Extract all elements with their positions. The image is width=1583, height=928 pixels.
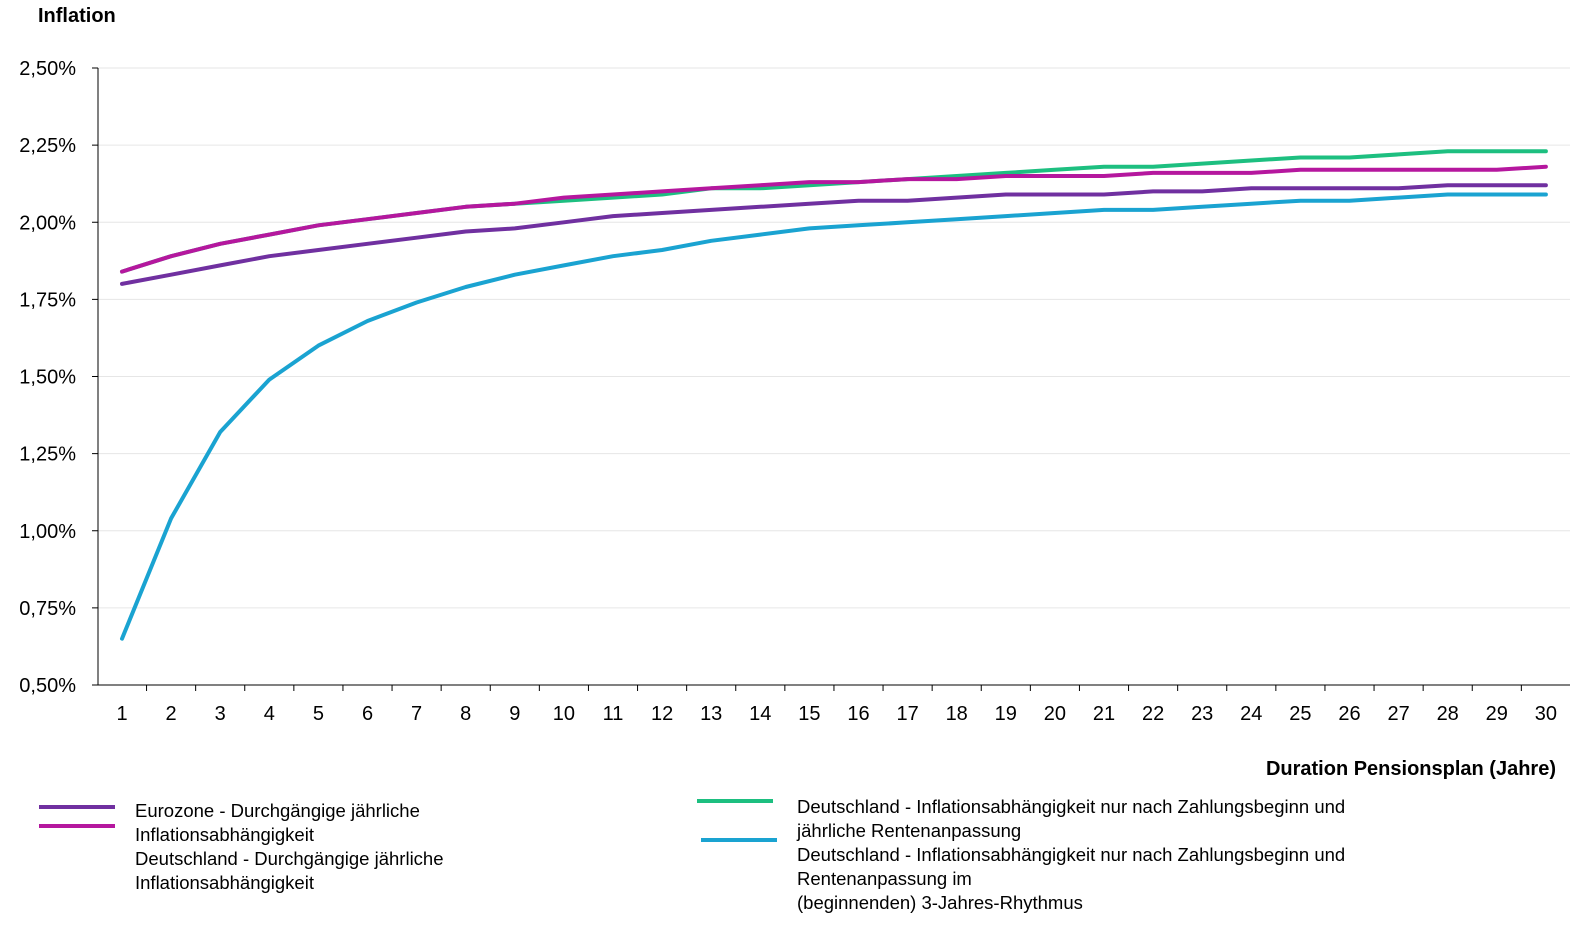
legend-swatch-deutschland-jaehrlich bbox=[697, 799, 773, 803]
axes bbox=[92, 67, 1570, 691]
legend-right-line-3: Deutschland - Inflationsabhängigkeit nur… bbox=[797, 844, 1346, 865]
x-tick-label: 30 bbox=[1535, 703, 1557, 725]
x-tick-label: 14 bbox=[749, 703, 771, 725]
legend-right-text: Deutschland - Inflationsabhängigkeit nur… bbox=[797, 795, 1345, 915]
legend-right-line-5: (beginnenden) 3-Jahres-Rhythmus bbox=[797, 892, 1083, 913]
x-tick-label: 26 bbox=[1338, 703, 1360, 725]
x-tick-label: 27 bbox=[1387, 703, 1409, 725]
x-tick-label: 12 bbox=[651, 703, 673, 725]
x-tick-label: 4 bbox=[264, 703, 275, 725]
y-axis-title: Inflation bbox=[38, 5, 116, 27]
y-tick-label: 1,00% bbox=[19, 521, 76, 543]
y-tick-label: 2,50% bbox=[19, 58, 76, 80]
x-tick-label: 22 bbox=[1142, 703, 1164, 725]
x-tick-label: 6 bbox=[362, 703, 373, 725]
x-tick-label: 16 bbox=[847, 703, 869, 725]
x-tick-label: 1 bbox=[116, 703, 127, 725]
legend-right-line-4: Rentenanpassung im bbox=[797, 868, 972, 889]
x-tick-label: 19 bbox=[995, 703, 1017, 725]
legend-swatch-deutschland-durchgaengig bbox=[39, 824, 115, 828]
x-axis-title: Duration Pensionsplan (Jahre) bbox=[1265, 758, 1556, 780]
x-tick-label: 15 bbox=[798, 703, 820, 725]
legend-left-line-2: Inflationsabhängigkeit bbox=[135, 824, 314, 845]
legend-right-line-2: jährliche Rentenanpassung bbox=[797, 820, 1022, 841]
x-tick-label: 9 bbox=[509, 703, 520, 725]
x-tick-labels: 1 2 3 4 5 6 7 8 9 10 11 12 13 14 15 16 17 18 19 20 21 22 23 24 2… bbox=[116, 703, 1557, 725]
x-tick-label: 7 bbox=[411, 703, 422, 725]
legend-swatch-deutschland-3-jahres bbox=[701, 838, 777, 842]
legend-left-line-3: Deutschland - Durchgängige jährliche bbox=[135, 848, 444, 869]
y-tick-label: 1,75% bbox=[19, 289, 76, 311]
series-line-4 bbox=[120, 192, 1548, 641]
y-tick-label: 2,25% bbox=[19, 135, 76, 157]
x-tick-label: 18 bbox=[946, 703, 968, 725]
legend-left-line-1: Eurozone - Durchgängige jährliche bbox=[135, 800, 420, 821]
x-tick-label: 2 bbox=[166, 703, 177, 725]
x-tick-label: 29 bbox=[1486, 703, 1508, 725]
x-tick-label: 23 bbox=[1191, 703, 1213, 725]
x-tick-label: 25 bbox=[1289, 703, 1311, 725]
legend-swatch-eurozone bbox=[39, 805, 115, 809]
x-tick-label: 8 bbox=[460, 703, 471, 725]
y-tick-labels: 0,50% 0,75% 1,00% 1,25% 1,50% 1,75% 2,00% 2,25%… bbox=[19, 58, 76, 697]
x-tick-label: 28 bbox=[1437, 703, 1459, 725]
legend-right-line-1: Deutschland - Inflationsabhängigkeit nur… bbox=[797, 796, 1346, 817]
y-tick-label: 0,75% bbox=[19, 598, 76, 620]
series-line-2 bbox=[120, 164, 1548, 274]
x-tick-label: 21 bbox=[1093, 703, 1115, 725]
gridlines bbox=[98, 67, 1570, 609]
y-tick-label: 1,25% bbox=[19, 444, 76, 466]
legend-left-text: Eurozone - Durchgängige jährliche Inflat… bbox=[135, 799, 444, 895]
x-tick-label: 10 bbox=[553, 703, 575, 725]
x-tick-label: 3 bbox=[215, 703, 226, 725]
series-line-1 bbox=[120, 183, 1548, 286]
x-tick-label: 24 bbox=[1240, 703, 1262, 725]
y-tick-label: 1,50% bbox=[19, 367, 76, 389]
x-tick-label: 17 bbox=[896, 703, 918, 725]
x-tick-label: 5 bbox=[313, 703, 324, 725]
y-tick-label: 2,00% bbox=[19, 212, 76, 234]
x-tick-label: 20 bbox=[1044, 703, 1066, 725]
series-lines bbox=[120, 149, 1548, 641]
y-tick-label: 0,50% bbox=[19, 675, 76, 697]
legend-left-line-4: Inflationsabhängigkeit bbox=[135, 872, 314, 893]
x-tick-label: 13 bbox=[700, 703, 722, 725]
x-tick-label: 11 bbox=[603, 703, 624, 725]
